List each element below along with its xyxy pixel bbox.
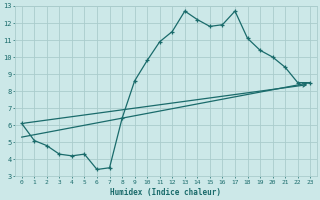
X-axis label: Humidex (Indice chaleur): Humidex (Indice chaleur): [110, 188, 221, 197]
